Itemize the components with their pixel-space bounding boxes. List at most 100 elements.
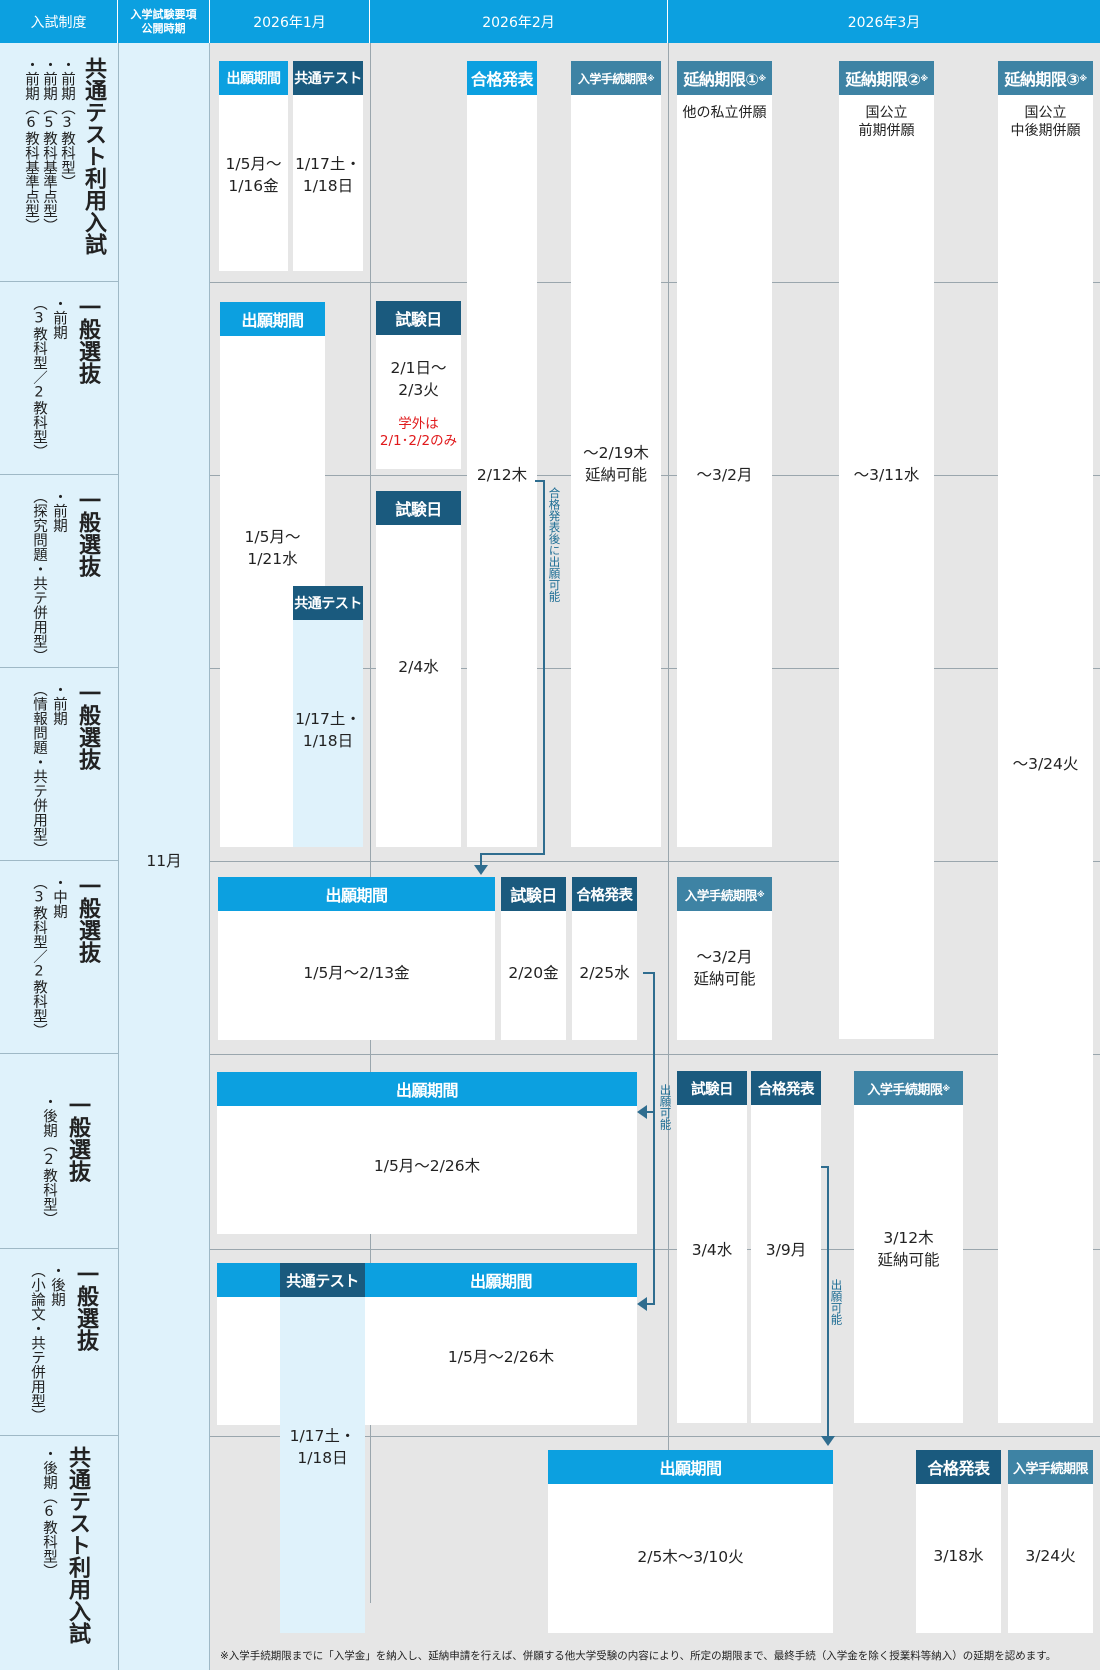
exam2-label: 試験日 <box>376 491 461 525</box>
connector-line <box>480 853 482 867</box>
arrow-left-icon <box>637 1105 647 1119</box>
row-header-general-late: 一般選抜 ・後期（2教科型） <box>0 1054 118 1249</box>
header-system: 入試制度 <box>0 0 118 43</box>
mid-application-label: 出願期間 <box>218 877 495 911</box>
final-enroll-label: 入学手続期限 <box>1008 1450 1093 1484</box>
ext2-note: 国公立 前期併願 <box>858 105 915 139</box>
early-application-dates: 1/5月～ 1/21水 <box>244 528 301 568</box>
ext1-card <box>677 61 772 847</box>
final-pass-label: 合格発表 <box>916 1450 1001 1484</box>
connector-line <box>653 972 655 1305</box>
r1-application-dates: 1/5月～ 1/16金 <box>225 155 282 195</box>
footnote: ※入学手続期限までに「入学金」を納入し、延納申請を行えば、併願する他大学受験の内… <box>220 1650 1057 1662</box>
late2-common-test-label: 共通テスト <box>280 1263 365 1297</box>
r1-application-label: 出願期間 <box>219 61 288 95</box>
late2-common-test-dates: 1/17土・ 1/18日 <box>289 1427 356 1467</box>
final-pass-date: 3/18水 <box>933 1547 984 1565</box>
connector-line <box>821 1166 829 1168</box>
early-common-test-dates: 1/17土・ 1/18日 <box>295 710 361 750</box>
exam2-card <box>376 491 461 847</box>
late-pass-card <box>751 1071 821 1423</box>
connector-line <box>543 480 545 855</box>
r1-common-test-dates: 1/17土・ 1/18日 <box>295 155 361 195</box>
late2-application-dates: 1/5月～2/26木 <box>447 1348 555 1366</box>
late-enroll-date: 3/12木 延納可能 <box>877 1229 940 1269</box>
arrow-down-icon <box>474 865 488 875</box>
connector-line <box>645 1303 655 1305</box>
exam1-note: 学外は 2/1･2/2のみ <box>379 416 458 449</box>
connector-line <box>645 1111 655 1113</box>
header-publish: 入学試験要項 公開時期 <box>118 0 210 43</box>
early-application-label: 出願期間 <box>220 302 325 336</box>
ext3-note: 国公立 中後期併願 <box>1010 105 1081 139</box>
publish-month: 11月 <box>146 852 182 870</box>
month-divider <box>668 43 669 1603</box>
late2-common-test-card <box>280 1263 365 1633</box>
final-application-dates: 2/5木～3/10火 <box>637 1548 744 1566</box>
header-mar: 2026年3月 <box>668 0 1100 43</box>
mid-pass-date: 2/25水 <box>579 964 630 982</box>
connector-line <box>643 972 655 974</box>
r1-common-test-card <box>293 61 363 271</box>
row-divider <box>210 1436 1100 1437</box>
late-enroll-label: 入学手続期限 ※ <box>854 1071 963 1105</box>
pass-feb-card <box>467 61 537 847</box>
connector-line <box>535 480 545 482</box>
header-feb: 2026年2月 <box>370 0 668 43</box>
pass-feb-label: 合格発表 <box>467 61 537 95</box>
late2-application-label: 出願期間 <box>365 1263 637 1297</box>
enroll-feb-card <box>571 61 661 847</box>
final-enroll-date: 3/24火 <box>1025 1547 1076 1565</box>
possible-note-2: 出願可能 <box>829 1279 844 1325</box>
late-exam-date: 3/4水 <box>691 1241 733 1259</box>
late2-application-strip <box>217 1263 282 1297</box>
exam2-date: 2/4水 <box>398 658 439 676</box>
mid-exam-label: 試験日 <box>501 877 566 911</box>
ext1-date: ～3/2月 <box>696 466 753 484</box>
final-application-label: 出願期間 <box>548 1450 833 1484</box>
early-common-test-card <box>293 586 363 847</box>
mid-exam-date: 2/20金 <box>508 964 559 982</box>
connector-line <box>480 853 545 855</box>
mid-application-dates: 1/5月～2/13金 <box>303 964 410 982</box>
late-application-label: 出願期間 <box>217 1072 637 1106</box>
ext3-label: 延納期限③ ※ <box>998 61 1093 95</box>
connector-line <box>827 1166 829 1436</box>
mid-pass-label: 合格発表 <box>572 877 637 911</box>
arrow-left-icon <box>637 1297 647 1311</box>
enroll-feb-date: ～2/19木 延納可能 <box>583 444 649 484</box>
mid-enroll-label: 入学手続期限 ※ <box>677 877 772 911</box>
arrow-down-icon <box>821 1436 835 1446</box>
row-header-common-late: 共通テスト利用入試 ・後期（6教科型） <box>0 1436 118 1670</box>
exam1-dates: 2/1日～ 2/3火 <box>390 359 447 399</box>
row-header-common-early: 共通テスト利用入試 ・前期（3教科型） ・前期（5教科基準点型） ・前期（6教科… <box>0 43 118 282</box>
pass-feb-date: 2/12木 <box>476 466 528 484</box>
ext2-date: ～3/11水 <box>853 466 920 484</box>
after-pass-note: 合格発表後に出願可能 <box>547 487 562 602</box>
late-pass-date: 3/9月 <box>765 1241 807 1259</box>
ext3-card <box>998 61 1093 1423</box>
mid-enroll-date: ～3/2月 延納可能 <box>693 948 756 988</box>
ext1-note: 他の私立併願 <box>682 105 767 121</box>
row-header-general-late-essay: 一般選抜 ・後期 （小論文・共テ併用型） <box>0 1249 118 1436</box>
publish-column <box>118 43 210 1670</box>
ext2-label: 延納期限② ※ <box>839 61 934 95</box>
enroll-feb-label: 入学手続期限 ※ <box>571 61 661 95</box>
late-pass-label: 合格発表 <box>751 1071 821 1105</box>
late-enroll-card <box>854 1071 963 1423</box>
row-divider <box>210 1054 1100 1055</box>
late-exam-label: 試験日 <box>677 1071 747 1105</box>
possible-note: 出願可能 <box>658 1084 673 1130</box>
early-common-test-label: 共通テスト <box>293 586 363 620</box>
row-divider <box>210 1249 1100 1250</box>
ext2-card <box>839 61 934 1039</box>
late-exam-card <box>677 1071 747 1423</box>
row-header-general-early: 一般選抜 ・前期 （3教科型／2教科型） <box>0 282 118 475</box>
row-divider <box>210 861 1100 862</box>
ext1-label: 延納期限① ※ <box>677 61 772 95</box>
row-header-general-early-info: 一般選抜 ・前期 （情報問題・共テ併用型） <box>0 668 118 861</box>
row-header-general-mid: 一般選抜 ・中期 （3教科型／2教科型） <box>0 861 118 1054</box>
exam1-label: 試験日 <box>376 301 461 335</box>
ext3-date: ～3/24火 <box>1012 755 1079 773</box>
row-header-general-early-inquiry: 一般選抜 ・前期 （探究問題・共テ併用型） <box>0 475 118 668</box>
